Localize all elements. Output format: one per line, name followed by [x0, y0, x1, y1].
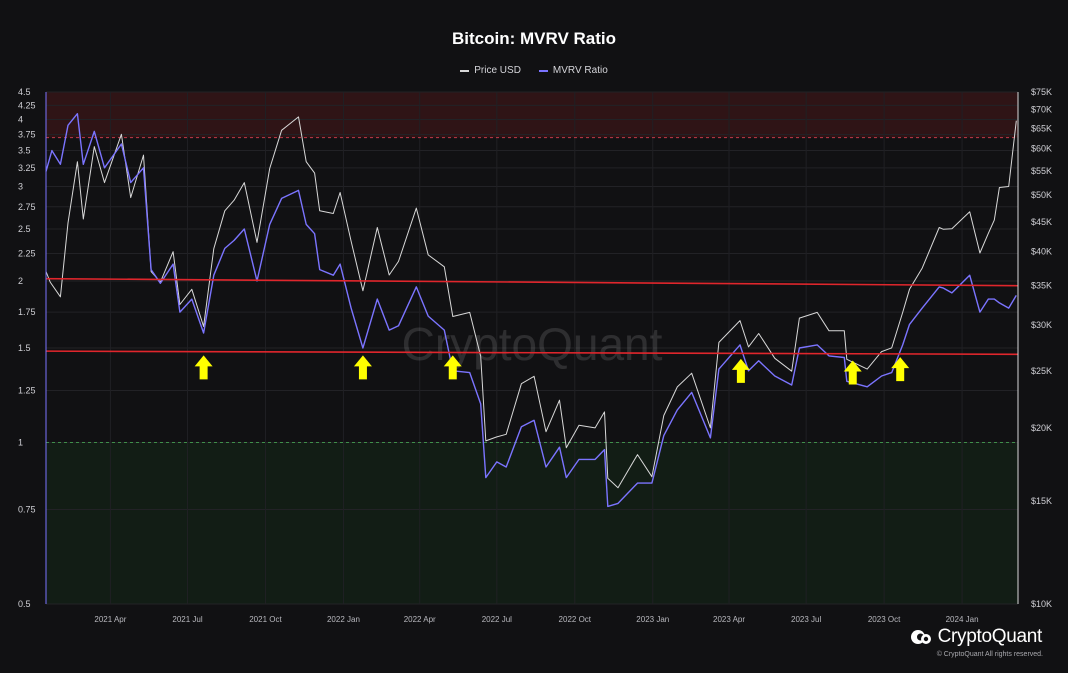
- x-tick-label: 2023 Jan: [636, 615, 669, 624]
- left-tick-label: 2.75: [18, 202, 36, 212]
- left-tick-label: 3.25: [18, 163, 36, 173]
- arrow-up-icon: [353, 355, 372, 380]
- left-tick-label: 3.5: [18, 146, 31, 156]
- x-tick-label: 2023 Oct: [868, 615, 901, 624]
- support-resistance-lines: [45, 277, 1019, 356]
- x-tick-label: 2021 Jul: [172, 615, 202, 624]
- legend-label-mvrv: MVRV Ratio: [552, 65, 608, 76]
- x-tick-label: 2022 Apr: [404, 615, 436, 624]
- zone-band-overvalued: [46, 92, 1018, 138]
- right-tick-label: $15K: [1031, 496, 1052, 506]
- left-tick-label: 4.25: [18, 100, 36, 110]
- chart-legend: Price USD MVRV Ratio: [0, 65, 1068, 76]
- series-line-mvrv-ratio: [45, 112, 1017, 508]
- arrow-up-icon: [194, 355, 213, 380]
- left-tick-label: 2: [18, 276, 23, 286]
- arrow-up-icon: [443, 355, 462, 380]
- arrow-up-icon: [843, 360, 862, 385]
- watermark-text: CryptoQuant: [402, 318, 663, 370]
- left-tick-label: 2.5: [18, 224, 31, 234]
- left-tick-label: 2.25: [18, 249, 36, 259]
- left-tick-label: 1.5: [18, 343, 31, 353]
- threshold-lines: [46, 137, 1018, 443]
- axes: 0.5 0.75 1 1.25 1.5 1.75 2 2.25 2.5 2.75 3 3.25 3.5 3…: [18, 87, 1052, 624]
- copyright-text: © CryptoQuant All rights reserved.: [936, 651, 1043, 658]
- series-layer: [45, 112, 1017, 508]
- right-tick-label: $60K: [1031, 144, 1052, 154]
- x-tick-label: 2021 Oct: [249, 615, 282, 624]
- right-tick-label: $75K: [1031, 87, 1052, 97]
- left-tick-label: 1.75: [18, 307, 36, 317]
- left-tick-label: 3: [18, 181, 23, 191]
- right-tick-label: $50K: [1031, 190, 1052, 200]
- right-tick-label: $65K: [1031, 123, 1052, 133]
- brand-logo: CryptoQuant: [910, 626, 1042, 648]
- x-tick-label: 2022 Jan: [327, 615, 360, 624]
- left-tick-label: 0.5: [18, 599, 31, 609]
- right-tick-label: $10K: [1031, 599, 1052, 609]
- arrow-up-icon: [891, 357, 910, 382]
- arrow-annotations: [194, 355, 910, 385]
- zone-band-undervalued: [46, 442, 1018, 604]
- x-tick-label: 2021 Apr: [94, 615, 126, 624]
- left-tick-label: 3.75: [18, 129, 36, 139]
- right-tick-label: $25K: [1031, 366, 1052, 376]
- right-tick-label: $20K: [1031, 423, 1052, 433]
- legend-swatch-mvrv: [538, 69, 548, 72]
- x-tick-label: 2023 Apr: [713, 615, 745, 624]
- right-tick-label: $45K: [1031, 217, 1052, 227]
- cryptoquant-logo-icon: [910, 630, 931, 644]
- arrow-up-icon: [731, 358, 750, 383]
- zone-bands: [46, 92, 1018, 604]
- legend-item-price[interactable]: Price USD: [460, 65, 521, 76]
- left-tick-label: 1.25: [18, 385, 36, 395]
- left-tick-label: 1: [18, 437, 23, 447]
- legend-swatch-price: [460, 69, 470, 72]
- watermark-layer: CryptoQuant: [402, 318, 663, 370]
- left-tick-label: 0.75: [18, 505, 36, 515]
- series-line-price-usd: [45, 116, 1017, 489]
- support-resistance-line-1: [45, 350, 1019, 356]
- support-resistance-line-0: [45, 277, 1019, 287]
- left-tick-label: 4.5: [18, 87, 31, 97]
- right-tick-label: $55K: [1031, 166, 1052, 176]
- x-tick-label: 2024 Jan: [946, 615, 979, 624]
- right-tick-label: $30K: [1031, 320, 1052, 330]
- right-tick-label: $70K: [1031, 105, 1052, 115]
- x-tick-label: 2022 Oct: [559, 615, 592, 624]
- x-tick-label: 2023 Jul: [791, 615, 821, 624]
- brand-name: CryptoQuant: [937, 626, 1043, 647]
- left-tick-label: 4: [18, 114, 23, 124]
- chart-title: Bitcoin: MVRV Ratio: [451, 29, 617, 48]
- legend-label-price: Price USD: [474, 65, 521, 76]
- legend-item-mvrv[interactable]: MVRV Ratio: [538, 65, 608, 76]
- right-tick-label: $40K: [1031, 247, 1052, 257]
- right-tick-label: $35K: [1031, 281, 1052, 291]
- x-tick-label: 2022 Jul: [482, 615, 512, 624]
